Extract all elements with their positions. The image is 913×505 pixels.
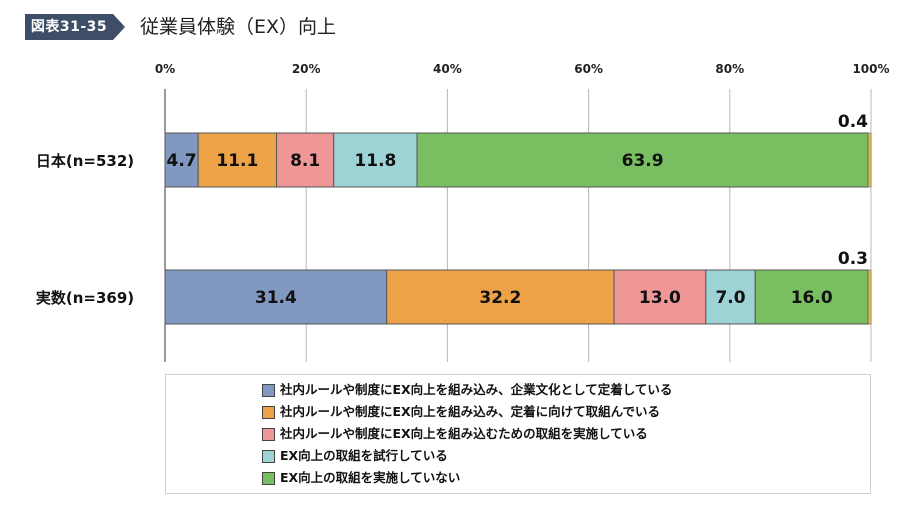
legend-label: EX向上の取組を実施していない — [280, 470, 461, 485]
legend-label: 社内ルールや制度にEX向上を組み込み、企業文化として定着している — [280, 382, 673, 397]
legend-swatch — [262, 471, 275, 485]
x-tick-label: 60% — [574, 62, 603, 76]
x-tick-label: 100% — [852, 62, 889, 76]
stacked-bar-chart: 0% 20% 40% 60% 80% 100% 日本(n=532) 4.7 11.1 8.1 11.… — [36, 62, 890, 362]
data-label: 31.4 — [255, 288, 297, 308]
data-label: 7.0 — [715, 288, 745, 308]
bar-segment — [705, 269, 756, 325]
bar-segment — [333, 132, 418, 188]
legend: 社内ルールや制度にEX向上を組み込み、企業文化として定着している 社内ルールや制度… — [165, 374, 871, 494]
data-label: 4.7 — [167, 151, 197, 171]
legend-swatch — [262, 449, 275, 463]
data-label: 11.1 — [216, 151, 258, 171]
legend-label: 社内ルールや制度にEX向上を組み込み、定着に向けて取組んでいる — [280, 404, 661, 419]
remainder-data-label: 0.3 — [838, 249, 868, 269]
bar-segment — [164, 132, 199, 188]
bar-segment — [416, 132, 869, 188]
legend-list: 社内ルールや制度にEX向上を組み込み、企業文化として定着している 社内ルールや制度… — [262, 379, 672, 489]
legend-item: EX向上の取組を実施していない — [262, 467, 672, 489]
legend-item: 社内ルールや制度にEX向上を組み込むための取組を実施している — [262, 423, 672, 445]
data-label: 32.2 — [479, 288, 521, 308]
bar-segment — [754, 269, 869, 325]
data-label: 8.1 — [290, 151, 320, 171]
data-label: 11.8 — [354, 151, 396, 171]
legend-swatch — [262, 427, 275, 441]
x-tick-label: 80% — [715, 62, 744, 76]
x-tick-label: 0% — [155, 62, 175, 76]
remainder-data-label: 0.4 — [838, 112, 868, 132]
bar-segment-remainder — [867, 269, 872, 325]
legend-label: EX向上の取組を試行している — [280, 448, 448, 463]
data-label: 63.9 — [622, 151, 664, 171]
bar-segment — [197, 132, 278, 188]
legend-swatch — [262, 383, 275, 397]
x-tick-label: 40% — [433, 62, 462, 76]
figure-number-tag: 図表31-35 — [25, 14, 125, 40]
category-label: 日本(n=532) — [36, 152, 134, 170]
x-tick-label: 20% — [292, 62, 321, 76]
data-label: 16.0 — [791, 288, 833, 308]
bar-segment — [386, 269, 615, 325]
legend-item: 社内ルールや制度にEX向上を組み込み、企業文化として定着している — [262, 379, 672, 401]
bar-segment-remainder — [867, 132, 872, 188]
bar-segment — [164, 269, 388, 325]
figure-number: 図表31-35 — [30, 19, 108, 35]
legend-label: 社内ルールや制度にEX向上を組み込むための取組を実施している — [280, 426, 648, 441]
legend-item: EX向上の取組を試行している — [262, 445, 672, 467]
tag-arrow-shape — [25, 14, 125, 40]
data-label: 13.0 — [639, 288, 681, 308]
legend-swatch — [262, 405, 275, 419]
chart-title: 従業員体験（EX）向上 — [140, 16, 337, 38]
legend-item: 社内ルールや制度にEX向上を組み込み、定着に向けて取組んでいる — [262, 401, 672, 423]
category-label: 実数(n=369) — [36, 289, 134, 307]
